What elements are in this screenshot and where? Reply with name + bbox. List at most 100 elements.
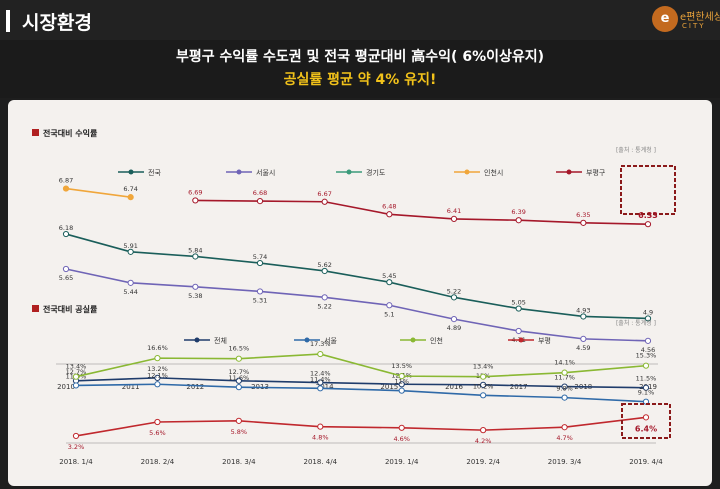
data-point (644, 221, 652, 228)
series-line (65, 187, 131, 198)
chart-title: 전국대비 공실률 (43, 304, 98, 314)
highlight-box (620, 165, 676, 215)
x-tick-label: 2011 (122, 383, 140, 391)
x-tick-label: 2017 (510, 383, 528, 391)
data-point (515, 217, 522, 224)
data-point (386, 211, 393, 218)
data-point (127, 194, 134, 201)
data-point (480, 392, 487, 399)
highlight-box (621, 403, 671, 439)
legend-label: 부평 (538, 336, 551, 345)
headline-banner: 부평구 수익률 수도권 및 전국 평균대비 高수익( 6%이상유지) 공실률 평… (0, 40, 720, 98)
data-label: 5.1 (384, 310, 394, 318)
data-label: 5.91 (123, 242, 137, 250)
data-point (62, 230, 70, 238)
data-label: 4.89 (447, 324, 461, 332)
x-tick-label: 2018. 4/4 (304, 458, 338, 466)
data-label: 6.67 (317, 190, 331, 198)
data-label: 4.2% (475, 437, 492, 445)
logo-mark-icon: e (652, 6, 678, 32)
data-point (642, 414, 650, 421)
data-label: 6.41 (447, 207, 461, 215)
data-point (62, 265, 70, 273)
data-label: 10.2% (473, 382, 494, 390)
data-label: 12.1% (147, 371, 168, 379)
data-point (450, 215, 458, 222)
data-label: 5.22 (317, 302, 331, 310)
data-point (154, 418, 161, 426)
data-point (192, 283, 199, 290)
data-label: 5.44 (123, 288, 137, 296)
data-label: 4.6% (393, 435, 410, 443)
data-point (480, 381, 487, 388)
data-point (235, 417, 242, 424)
x-tick-label: 2016 (445, 383, 463, 391)
data-label: 16.5% (229, 345, 250, 353)
data-point (317, 385, 324, 392)
data-point (317, 379, 324, 386)
data-label: 4.56 (641, 346, 655, 354)
page-title: 시장환경 (22, 12, 92, 34)
x-tick-label: 2010 (57, 383, 75, 391)
headline-line-2: 공실률 평균 약 4% 유지! (283, 72, 437, 88)
chart-title: 전국대비 수익률 (43, 128, 98, 138)
data-point (154, 381, 161, 388)
data-point (317, 350, 324, 358)
data-label: 12.4% (310, 370, 331, 378)
x-tick-label: 2018. 1/4 (59, 458, 93, 466)
legend-marker (236, 169, 242, 175)
data-label: 5.22 (447, 287, 461, 295)
brand-logo: e e편한세상 CITY (650, 4, 720, 36)
legend-label: 전체 (214, 336, 227, 345)
legend-marker (346, 169, 352, 175)
data-label: 6.18 (59, 224, 73, 232)
data-point (72, 432, 80, 440)
data-point (398, 387, 405, 394)
data-point (580, 313, 587, 320)
data-point (561, 383, 568, 390)
data-label: 4.8% (312, 434, 329, 442)
data-point (480, 373, 487, 380)
data-point (644, 337, 652, 344)
data-point (386, 279, 393, 286)
series-line (65, 233, 649, 320)
data-label: 4.59 (576, 344, 590, 352)
data-point (580, 219, 587, 226)
legend-label: 인천시 (484, 168, 503, 177)
chart-source: [출처 : 통계청 ] (616, 319, 656, 327)
data-label: 5.74 (253, 253, 267, 261)
data-label: 5.6% (149, 429, 166, 437)
data-point (72, 373, 80, 380)
data-label: 6.35 (576, 211, 590, 219)
legend-label: 서울시 (256, 168, 275, 177)
data-point (256, 288, 264, 295)
data-point (561, 394, 568, 401)
legend-marker (518, 337, 524, 343)
data-point (515, 327, 522, 335)
data-point (515, 305, 522, 312)
legend-marker (128, 169, 134, 175)
data-point (642, 384, 650, 391)
logo-text: e편한세상 (680, 12, 720, 23)
legend-label: 부평구 (586, 168, 606, 177)
data-point (256, 197, 264, 205)
headline-line-1: 부평구 수익률 수도권 및 전국 평균대비 高수익( 6%이상유지) (175, 49, 545, 65)
data-point (235, 355, 242, 362)
data-label: 12.7% (229, 368, 250, 376)
data-label: 15.3% (636, 352, 657, 360)
logo-subtext: CITY (682, 22, 706, 30)
highlight-label: 6.33 (638, 211, 658, 220)
top-bar: 시장환경 e e편한세상 CITY (0, 0, 720, 40)
data-label: 11% (394, 378, 408, 386)
data-label: 6.68 (253, 189, 267, 197)
series-line (75, 383, 647, 403)
data-label: 6.87 (59, 177, 73, 185)
legend-marker (304, 337, 310, 343)
legend-marker (566, 169, 572, 175)
x-tick-label: 2019. 2/4 (466, 458, 500, 466)
series-line (75, 377, 647, 389)
data-point (154, 374, 161, 381)
highlight-label: 6.4% (635, 424, 657, 433)
legend-marker (194, 337, 200, 343)
x-tick-label: 2018. 2/4 (141, 458, 175, 466)
